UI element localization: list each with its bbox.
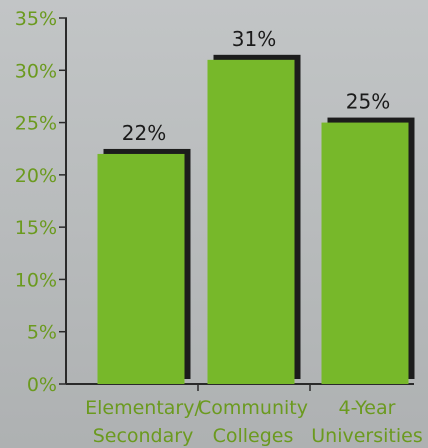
- x-tick-label: 4-Year: [339, 397, 396, 419]
- x-tick-label: Colleges: [213, 425, 294, 447]
- y-tick-label: 35%: [15, 8, 57, 30]
- y-tick-label: 15%: [15, 217, 57, 239]
- bars: [97, 54, 415, 385]
- x-tick-label: Community: [198, 397, 308, 419]
- y-tick-label: 0%: [27, 374, 57, 396]
- labels: 22% Elementary/Secondary 31% Community Colle…: [85, 27, 423, 447]
- y-tick-label: 10%: [15, 269, 57, 291]
- bar-value-label: 22%: [122, 121, 166, 145]
- bar: [97, 153, 185, 384]
- y-axis: 0% 5% 10% 15% 20% 25% 30% 35%: [15, 8, 67, 396]
- x-axis: [66, 383, 414, 391]
- y-tick-label: 5%: [27, 322, 57, 344]
- bar: [207, 59, 295, 384]
- x-tick-label: Secondary: [93, 425, 194, 447]
- bar-value-label: 31%: [232, 27, 276, 51]
- y-tick-label: 30%: [15, 60, 57, 82]
- y-tick-label: 25%: [15, 113, 57, 135]
- x-tick-label: Universities: [311, 425, 422, 447]
- y-tick-label: 20%: [15, 165, 57, 187]
- bar-value-label: 25%: [346, 90, 390, 114]
- x-tick-label: Elementary/: [85, 397, 201, 419]
- bar: [321, 122, 409, 385]
